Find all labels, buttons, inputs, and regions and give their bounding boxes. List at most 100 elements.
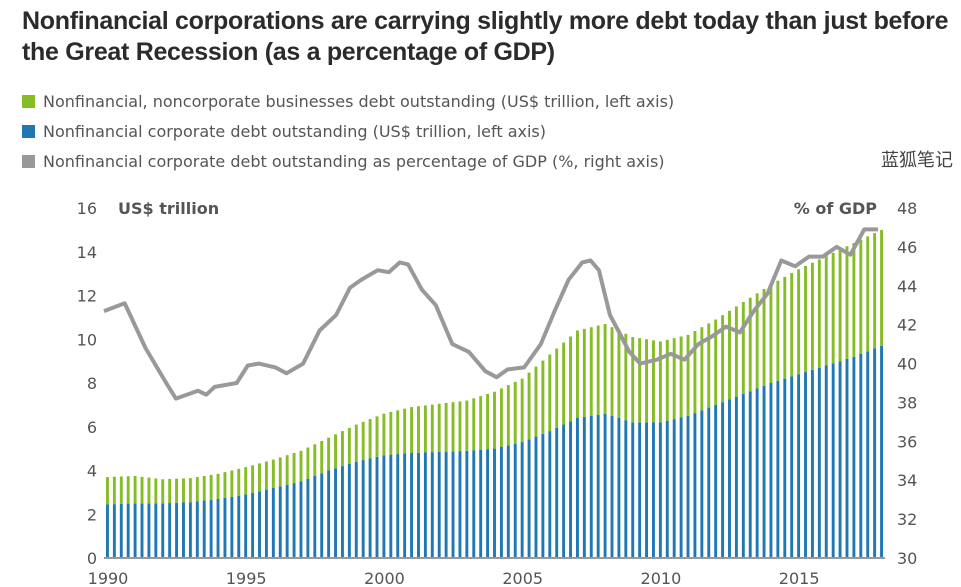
bar-noncorporate [610,327,614,416]
bar-corporate [700,410,704,558]
bar-noncorporate [410,407,414,453]
bar-corporate [866,351,870,558]
bar-noncorporate [202,475,206,501]
bar-corporate [534,436,538,558]
bar-corporate [354,461,358,558]
left-tick-label: 16 [77,199,97,218]
bar-corporate [589,415,593,558]
bar-noncorporate [852,243,856,357]
bar-corporate [195,501,199,558]
bar-corporate [499,446,503,558]
bar-corporate [486,449,490,558]
bar-corporate [237,495,241,558]
right-tick-label: 46 [897,238,917,257]
right-tick-label: 48 [897,199,917,218]
bar-noncorporate [430,404,434,453]
bar-noncorporate [817,259,821,368]
bar-noncorporate [354,424,358,462]
bar-noncorporate [112,476,116,505]
bar-corporate [658,422,662,558]
bar-noncorporate [230,470,234,497]
bar-corporate [548,431,552,558]
bar-noncorporate [126,476,130,504]
legend-item-corporate: Nonfinancial corporate debt outstanding … [22,116,674,146]
bar-corporate [665,420,669,558]
bar-corporate [610,415,614,558]
bar-noncorporate [762,288,766,386]
bar-noncorporate [147,477,151,504]
bar-noncorporate [389,411,393,455]
bar-noncorporate [679,336,683,418]
bar-corporate [852,356,856,558]
bar-noncorporate [223,472,227,498]
bar-noncorporate [755,293,759,389]
bar-noncorporate [161,479,165,504]
bar-noncorporate [106,477,109,505]
left-tick-label: 4 [87,462,97,481]
bar-noncorporate [520,378,524,443]
right-tick-label: 44 [897,277,917,296]
bar-noncorporate [776,280,780,381]
bar-corporate [707,407,711,558]
bar-corporate [375,456,379,558]
bar-noncorporate [458,401,462,452]
bar-corporate [161,503,165,558]
bar-corporate [748,391,752,558]
bar-corporate [458,451,462,558]
bar-noncorporate [437,403,441,452]
bar-noncorporate [237,468,241,496]
bar-corporate [299,481,303,558]
bar-noncorporate [493,391,496,449]
bar-corporate [824,365,828,558]
bar-corporate [188,502,192,558]
bar-corporate [472,450,476,558]
right-tick-label: 32 [897,510,917,529]
bar-corporate [292,483,296,558]
bar-noncorporate [258,463,261,492]
bar-corporate [513,443,517,558]
bar-noncorporate [285,455,289,485]
bar-corporate [817,367,821,558]
bar-corporate [423,452,427,558]
bar-noncorporate [472,398,476,451]
bar-corporate [541,433,545,558]
bar-corporate [126,503,130,558]
bar-corporate [776,380,780,558]
bar-noncorporate [838,249,842,362]
bar-corporate [721,402,725,558]
bar-corporate [734,396,738,558]
bar-noncorporate [423,405,427,453]
bar-noncorporate [562,342,566,425]
right-tick-label: 42 [897,316,917,335]
bar-corporate [493,448,496,558]
x-tick-label: 2005 [502,569,543,587]
bar-noncorporate [873,233,877,349]
bar-noncorporate [548,354,552,432]
bar-corporate [693,413,697,558]
bar-corporate [479,449,483,558]
bar-corporate [755,388,759,558]
bar-noncorporate [672,338,676,420]
bar-noncorporate [714,319,718,405]
bar-corporate [361,460,365,558]
x-tick-label: 2010 [641,569,682,587]
bar-noncorporate [119,476,123,504]
bar-noncorporate [403,408,407,454]
left-tick-label: 10 [77,330,97,349]
bar-corporate [230,496,234,558]
bar-corporate [306,478,310,558]
bar-corporate [154,503,158,558]
bar-noncorporate [340,431,344,467]
left-axis-title: US$ trillion [118,199,219,218]
bar-noncorporate [271,459,275,488]
bar-noncorporate [347,427,351,464]
right-tick-label: 38 [897,393,917,412]
bar-corporate [645,422,649,558]
bar-corporate [506,445,510,558]
bar-noncorporate [396,410,400,455]
legend-label: Nonfinancial corporate debt outstanding … [43,151,665,171]
bar-corporate [569,421,572,558]
bar-noncorporate [486,393,490,450]
bar-noncorporate [741,302,745,394]
